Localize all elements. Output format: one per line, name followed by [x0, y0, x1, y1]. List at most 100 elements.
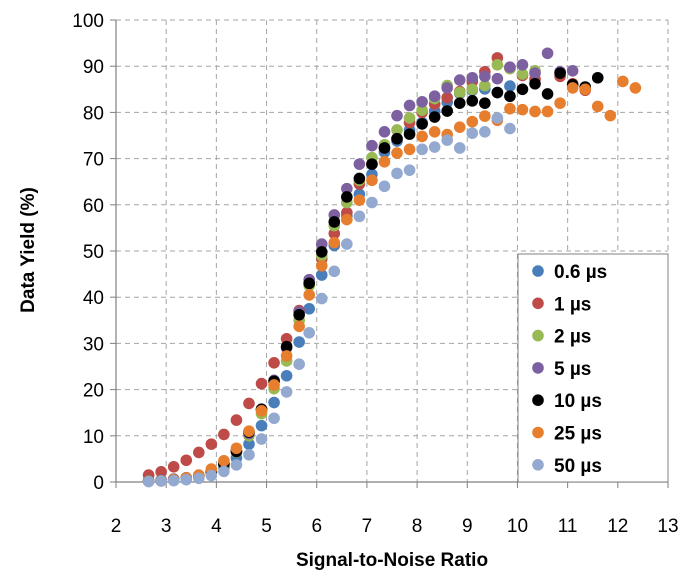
- data-point: [541, 105, 554, 118]
- data-point: [315, 259, 328, 272]
- data-point: [293, 358, 305, 370]
- x-tick-label: 4: [211, 516, 222, 537]
- x-tick-label: 13: [657, 516, 678, 537]
- data-point: [516, 59, 529, 71]
- data-point: [566, 82, 579, 94]
- data-point: [255, 405, 268, 417]
- data-point: [479, 110, 491, 122]
- data-point: [315, 292, 328, 305]
- data-point: [516, 83, 529, 96]
- legend-marker: [532, 265, 544, 277]
- data-point: [516, 68, 529, 80]
- data-point: [366, 139, 378, 152]
- data-point: [428, 90, 441, 103]
- data-point: [230, 414, 243, 426]
- x-axis-title: Signal-to-Noise Ratio: [296, 550, 488, 571]
- series-6: [142, 112, 516, 488]
- data-point: [218, 428, 230, 441]
- data-point: [416, 143, 428, 156]
- data-point: [230, 442, 243, 455]
- y-tick-label: 70: [83, 150, 104, 171]
- data-point: [591, 100, 604, 113]
- data-point: [441, 82, 454, 94]
- data-point: [403, 112, 416, 124]
- y-tick-label: 100: [72, 11, 104, 32]
- legend: 0.6 µs 1 µs 2 µs 5 µs 10 µs 25 µs 50 µs: [517, 253, 669, 483]
- data-point: [268, 357, 280, 369]
- legend-marker: [532, 362, 544, 374]
- data-point: [328, 216, 341, 228]
- data-point: [491, 72, 504, 85]
- data-point: [155, 466, 167, 478]
- legend-label: 0.6 µs: [554, 262, 607, 283]
- data-point: [205, 438, 218, 450]
- y-tick-label: 90: [83, 57, 104, 78]
- data-point: [353, 172, 366, 185]
- x-tick-label: 10: [507, 516, 528, 537]
- legend-label: 50 µs: [554, 456, 602, 477]
- data-point: [529, 77, 541, 90]
- series-2: [142, 59, 541, 487]
- data-point: [466, 71, 479, 84]
- data-point: [378, 156, 391, 168]
- data-point: [280, 340, 293, 353]
- data-point: [303, 277, 316, 290]
- x-tick-label: 2: [111, 516, 122, 537]
- data-point: [293, 320, 305, 333]
- data-point: [453, 97, 466, 109]
- data-point: [303, 289, 316, 301]
- data-point: [453, 142, 466, 154]
- data-point: [604, 109, 617, 122]
- data-point: [391, 109, 403, 122]
- data-point: [403, 128, 416, 140]
- data-point: [391, 147, 403, 159]
- data-point: [218, 454, 230, 467]
- data-point: [541, 47, 554, 60]
- data-point: [155, 475, 167, 487]
- data-point: [255, 419, 268, 432]
- data-point: [180, 473, 193, 486]
- y-tick-label: 0: [93, 473, 104, 494]
- data-point: [268, 396, 280, 409]
- data-point: [243, 425, 255, 437]
- data-point: [293, 308, 305, 321]
- data-point: [391, 124, 403, 136]
- data-point: [353, 194, 366, 206]
- data-point: [529, 105, 541, 118]
- data-point: [504, 102, 516, 115]
- x-tick-label: 5: [261, 516, 272, 537]
- x-tick-label: 8: [412, 516, 423, 537]
- data-point: [491, 86, 504, 99]
- data-point: [341, 191, 353, 203]
- data-point: [366, 196, 378, 209]
- data-point: [416, 95, 428, 108]
- data-point: [428, 126, 441, 138]
- x-tick-label: 11: [558, 516, 578, 537]
- data-point: [391, 167, 403, 180]
- x-tick-label: 3: [161, 516, 172, 537]
- data-point: [243, 448, 255, 461]
- data-point: [504, 122, 516, 135]
- data-point: [441, 105, 454, 117]
- data-point: [466, 127, 479, 139]
- data-point: [280, 369, 293, 382]
- data-point: [205, 469, 218, 482]
- data-point: [403, 99, 416, 112]
- legend-label: 5 µs: [554, 359, 591, 380]
- legend-marker: [532, 394, 544, 407]
- data-point: [491, 59, 504, 71]
- legend-label: 25 µs: [554, 424, 602, 445]
- data-points: [142, 47, 642, 488]
- data-point: [579, 83, 591, 96]
- data-point: [167, 460, 180, 473]
- data-point: [466, 83, 479, 96]
- data-point: [504, 90, 516, 103]
- data-point: [466, 115, 479, 128]
- data-point: [541, 88, 554, 100]
- data-point: [378, 126, 391, 138]
- data-point: [341, 238, 353, 250]
- data-point: [416, 130, 428, 143]
- x-tick-label: 6: [311, 516, 322, 537]
- data-point: [142, 475, 155, 488]
